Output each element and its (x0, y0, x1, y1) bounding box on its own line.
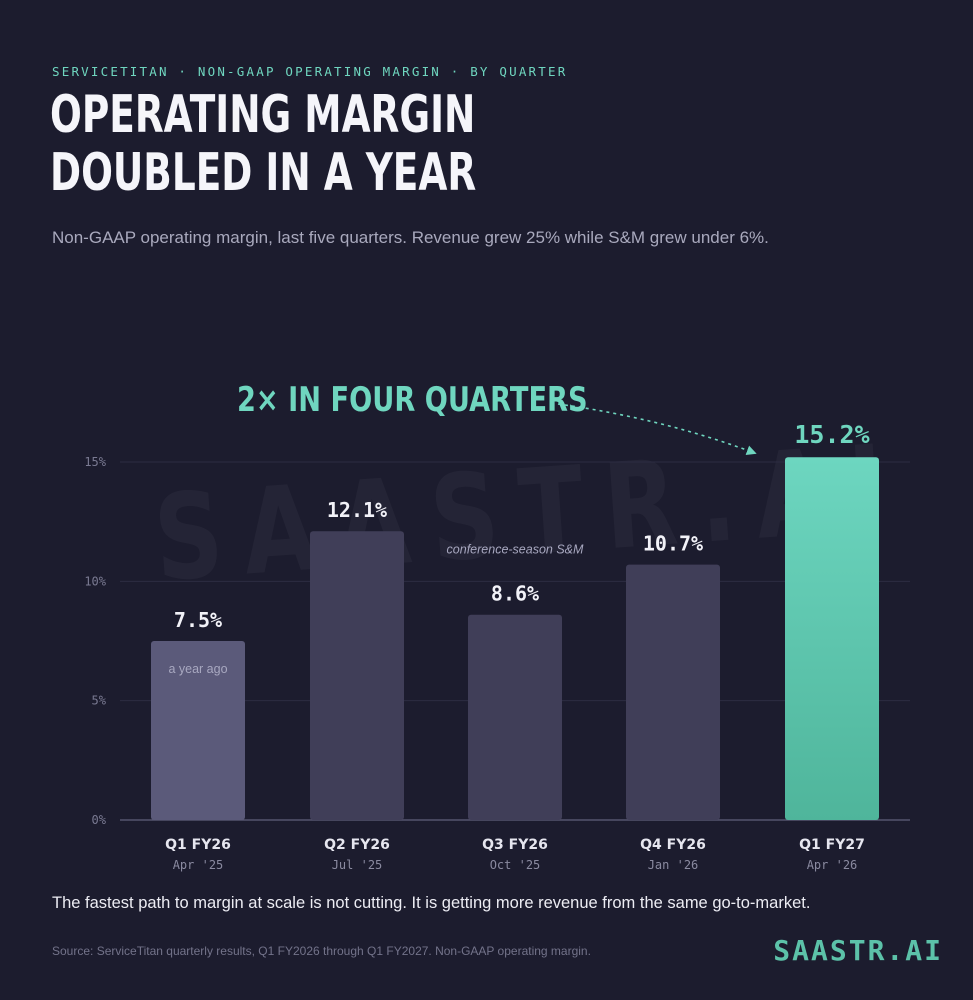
chart-title-line1: OPERATING MARGIN (50, 85, 476, 145)
y-tick-label: 10% (84, 574, 106, 588)
x-category-label: Q2 FY26 (324, 837, 390, 853)
label-layer: 0% 5% 10% 15% 7.5% Q1 FY26 Apr '25 12.1% Q2 FY26… (84, 420, 869, 872)
x-category-label: Q1 FY27 (799, 837, 865, 853)
chart-eyebrow: SERVICETITAN · NON-GAAP OPERATING MARGIN… (52, 64, 568, 79)
x-date-label: Jul '25 (332, 858, 383, 872)
x-date-label: Apr '25 (173, 858, 224, 872)
bar-q4-fy26 (626, 564, 720, 820)
x-date-label: Oct '25 (490, 858, 541, 872)
y-tick-label: 15% (84, 455, 106, 469)
bar-value-label: 8.6% (491, 582, 539, 606)
x-category-label: Q4 FY26 (640, 837, 706, 853)
x-date-label: Jan '26 (648, 858, 699, 872)
bar-annotation: a year ago (168, 662, 227, 676)
bar-value-label: 7.5% (174, 608, 222, 632)
bar-value-label: 12.1% (327, 498, 387, 522)
callout-arrow (557, 403, 757, 455)
bar-value-label: 10.7% (643, 532, 703, 556)
chart-title-line2: DOUBLED IN A YEAR (50, 143, 477, 203)
brand-logo: SAASTR.AI (773, 934, 943, 967)
bar-layer (151, 457, 879, 820)
bar-q3-fy26 (468, 614, 562, 820)
bar-value-label: 15.2% (794, 420, 869, 449)
x-category-label: Q1 FY26 (165, 837, 231, 853)
bar-q1-fy26 (151, 641, 245, 820)
bar-q1-fy27 (785, 457, 879, 820)
bar-annotation: conference-season S&M (447, 543, 584, 557)
y-tick-label: 0% (92, 813, 107, 827)
bar-q2-fy26 (310, 531, 404, 820)
takeaway-text: The fastest path to margin at scale is n… (52, 894, 811, 912)
callout-text: 2× IN FOUR QUARTERS (237, 380, 588, 420)
chart-subtitle: Non-GAAP operating margin, last five qua… (52, 228, 769, 247)
source-note: Source: ServiceTitan quarterly results, … (52, 944, 591, 958)
y-tick-label: 5% (92, 694, 107, 708)
x-date-label: Apr '26 (807, 858, 858, 872)
x-category-label: Q3 FY26 (482, 837, 548, 853)
chart-title: OPERATING MARGIN DOUBLED IN A YEAR (50, 86, 476, 202)
